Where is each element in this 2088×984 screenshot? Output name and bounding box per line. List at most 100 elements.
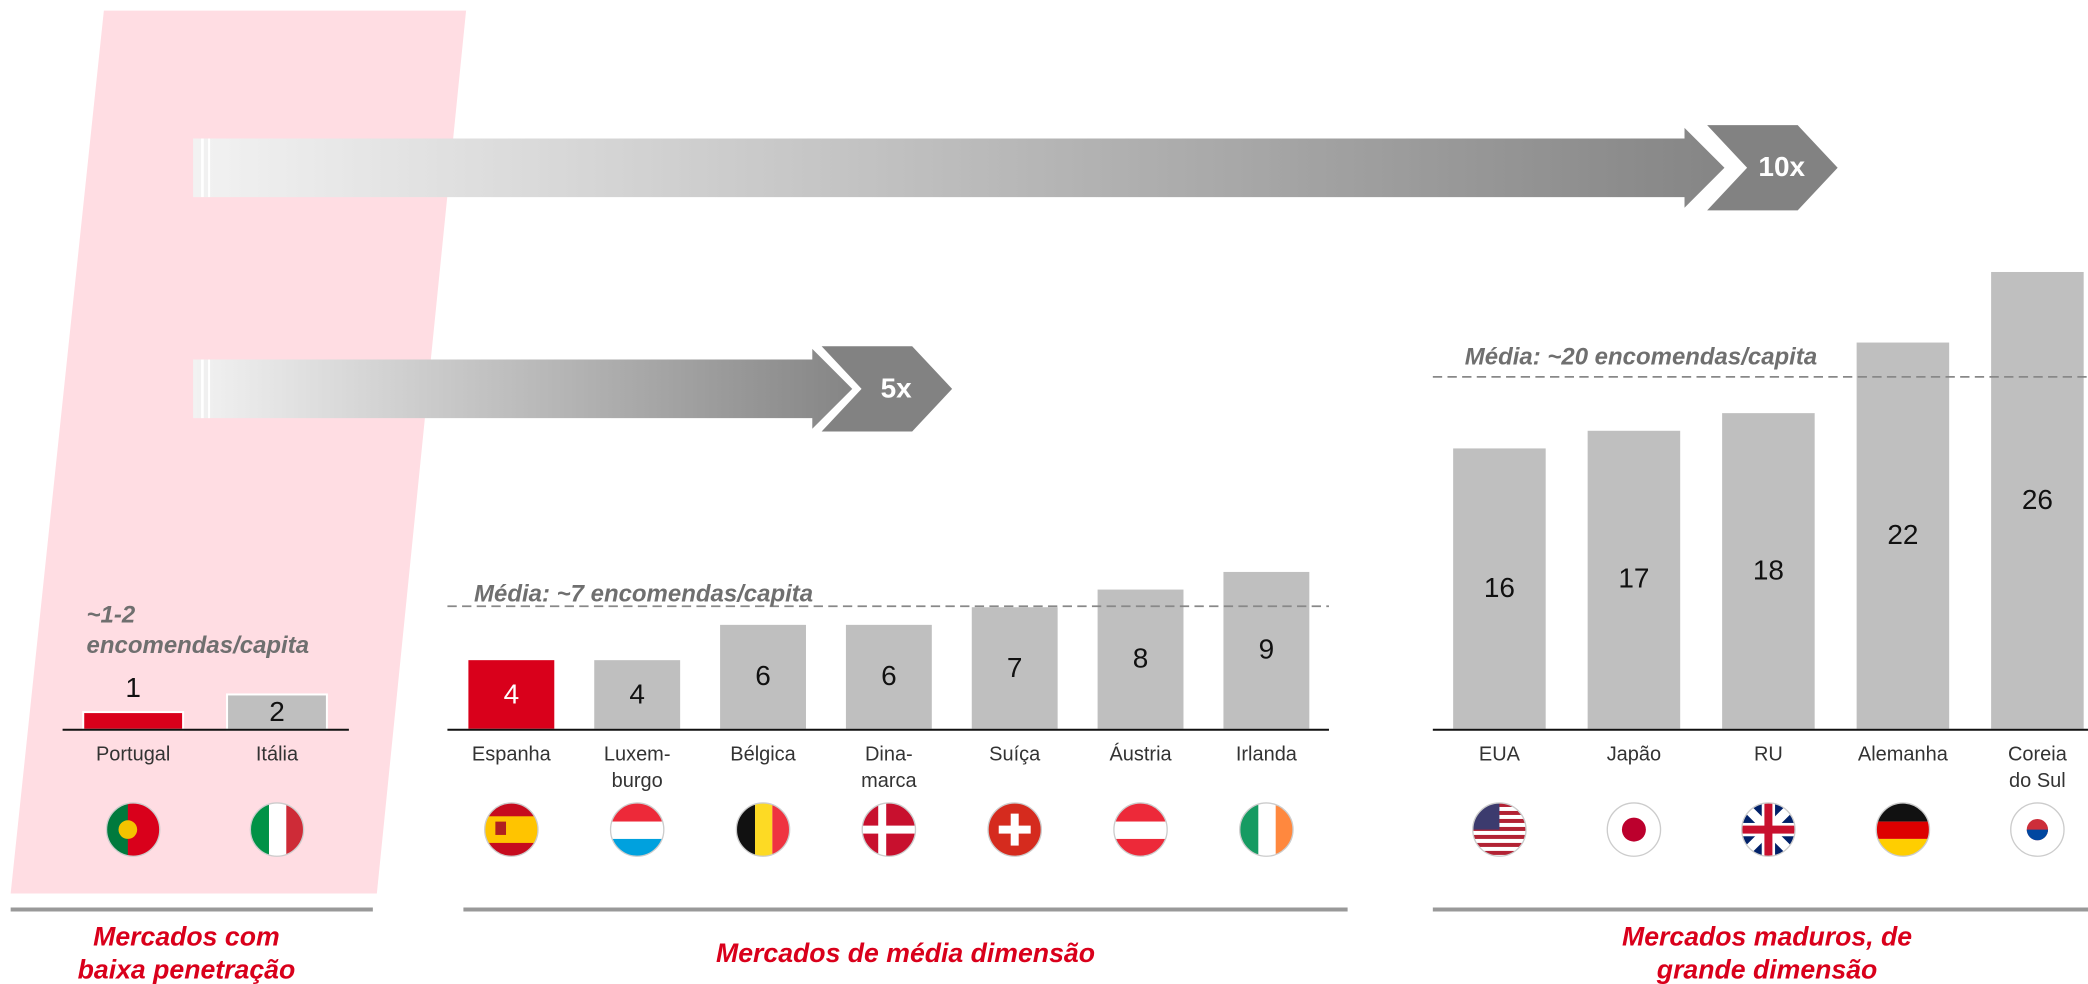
bar	[969, 605, 1060, 731]
bar	[1221, 569, 1312, 731]
flag	[610, 802, 664, 857]
flag-rim	[1741, 802, 1796, 857]
flag-part	[106, 802, 128, 857]
group-title: Mercados de média dimensão	[716, 939, 1095, 969]
flag	[988, 802, 1042, 857]
flag-part	[1113, 821, 1168, 839]
value-label: 1	[125, 672, 141, 704]
category-label: Irlanda	[1235, 743, 1297, 766]
flag-part	[484, 838, 538, 857]
category-label: RU	[1753, 743, 1783, 766]
value-label: 4	[629, 678, 645, 710]
flag-part	[268, 802, 287, 857]
flag-rim	[484, 802, 539, 857]
flag-part	[998, 825, 1031, 834]
value-label: 26	[2021, 484, 2053, 516]
flag-rim	[1875, 802, 1931, 857]
flag-part	[610, 838, 664, 857]
category-label: Alemanha	[1857, 743, 1948, 766]
category-label: Bélgica	[730, 743, 796, 766]
category-label: EUA	[1478, 743, 1520, 766]
annotation: Média: ~20 encomendas/capita	[1464, 343, 1818, 370]
value-label: 18	[1752, 555, 1784, 587]
flag-part	[1275, 802, 1294, 857]
flag	[1876, 802, 1930, 857]
bar	[1585, 428, 1683, 731]
flag-part	[484, 816, 538, 843]
flag-part	[1876, 838, 1930, 857]
flag-part	[495, 821, 507, 835]
flag-part	[610, 802, 664, 822]
flag-part	[1876, 802, 1930, 822]
flag-part	[1764, 802, 1773, 857]
bar	[1854, 340, 1952, 731]
category-label: Japão	[1606, 743, 1662, 766]
bar	[718, 622, 808, 731]
category-label: Suíça	[989, 743, 1041, 766]
flag	[1113, 802, 1168, 857]
flag	[250, 802, 304, 857]
flag-part	[1876, 821, 1930, 839]
flag	[1472, 802, 1527, 857]
category-label: Luxem- burgo	[603, 743, 671, 792]
flag-rim	[987, 802, 1043, 857]
flag	[1741, 802, 1796, 857]
highlight-zone	[10, 10, 467, 894]
category-label: Coreia do Sul	[2007, 743, 2067, 792]
flag-rim	[2010, 802, 2065, 857]
flag-part	[1113, 802, 1168, 822]
arrow-label: 5x	[880, 373, 912, 404]
bar	[843, 622, 934, 731]
flag-rim	[1606, 802, 1662, 857]
bar	[226, 693, 328, 731]
value-label: 22	[1887, 520, 1919, 551]
flag-rim	[1239, 802, 1294, 857]
flag-part	[862, 825, 916, 834]
group-title: Mercados maduros, de grande dimensão	[1622, 922, 1913, 984]
category-label: Dina- marca	[861, 743, 917, 792]
arrow-body	[193, 127, 1725, 208]
flag-part	[1258, 802, 1276, 857]
value-label: 6	[755, 661, 771, 692]
group-title: Mercados com baixa penetração	[77, 922, 296, 984]
category-label: Portugal	[95, 743, 171, 766]
value-label: 4	[503, 678, 520, 710]
flag-part	[1472, 834, 1527, 839]
flag-part	[1472, 850, 1527, 855]
flag	[736, 802, 790, 857]
flag-part	[610, 821, 664, 839]
annotation: ~1-2 encomendas/capita	[86, 601, 310, 658]
flag-rim	[861, 802, 917, 857]
flag	[484, 802, 538, 857]
flag	[106, 802, 160, 857]
value-label: 7	[1006, 652, 1023, 684]
flag-rim	[1113, 802, 1168, 857]
value-label: 2	[269, 696, 285, 728]
flag-part	[1239, 802, 1259, 857]
flag-part	[2026, 829, 2049, 841]
flag-rim	[1472, 802, 1527, 857]
category-label: Áustria	[1109, 743, 1172, 766]
flag-part	[1472, 842, 1527, 847]
flag-part	[736, 802, 756, 857]
flag	[1607, 802, 1661, 857]
flag-part	[878, 802, 887, 857]
flag	[1239, 802, 1294, 857]
value-label: 17	[1618, 564, 1650, 595]
flag-rim	[609, 802, 665, 857]
flag	[2010, 802, 2065, 857]
flag-part	[1621, 817, 1646, 842]
bar	[592, 658, 683, 731]
flag-rim	[105, 802, 161, 857]
value-label: 8	[1132, 643, 1149, 675]
flag-part	[250, 802, 269, 857]
category-label: Itália	[255, 743, 299, 766]
flag	[862, 802, 916, 857]
flag-rim	[249, 802, 305, 857]
flag-part	[1113, 838, 1168, 857]
arrow-label: 10x	[1758, 152, 1806, 183]
bar	[82, 711, 185, 731]
bar	[1720, 411, 1817, 731]
